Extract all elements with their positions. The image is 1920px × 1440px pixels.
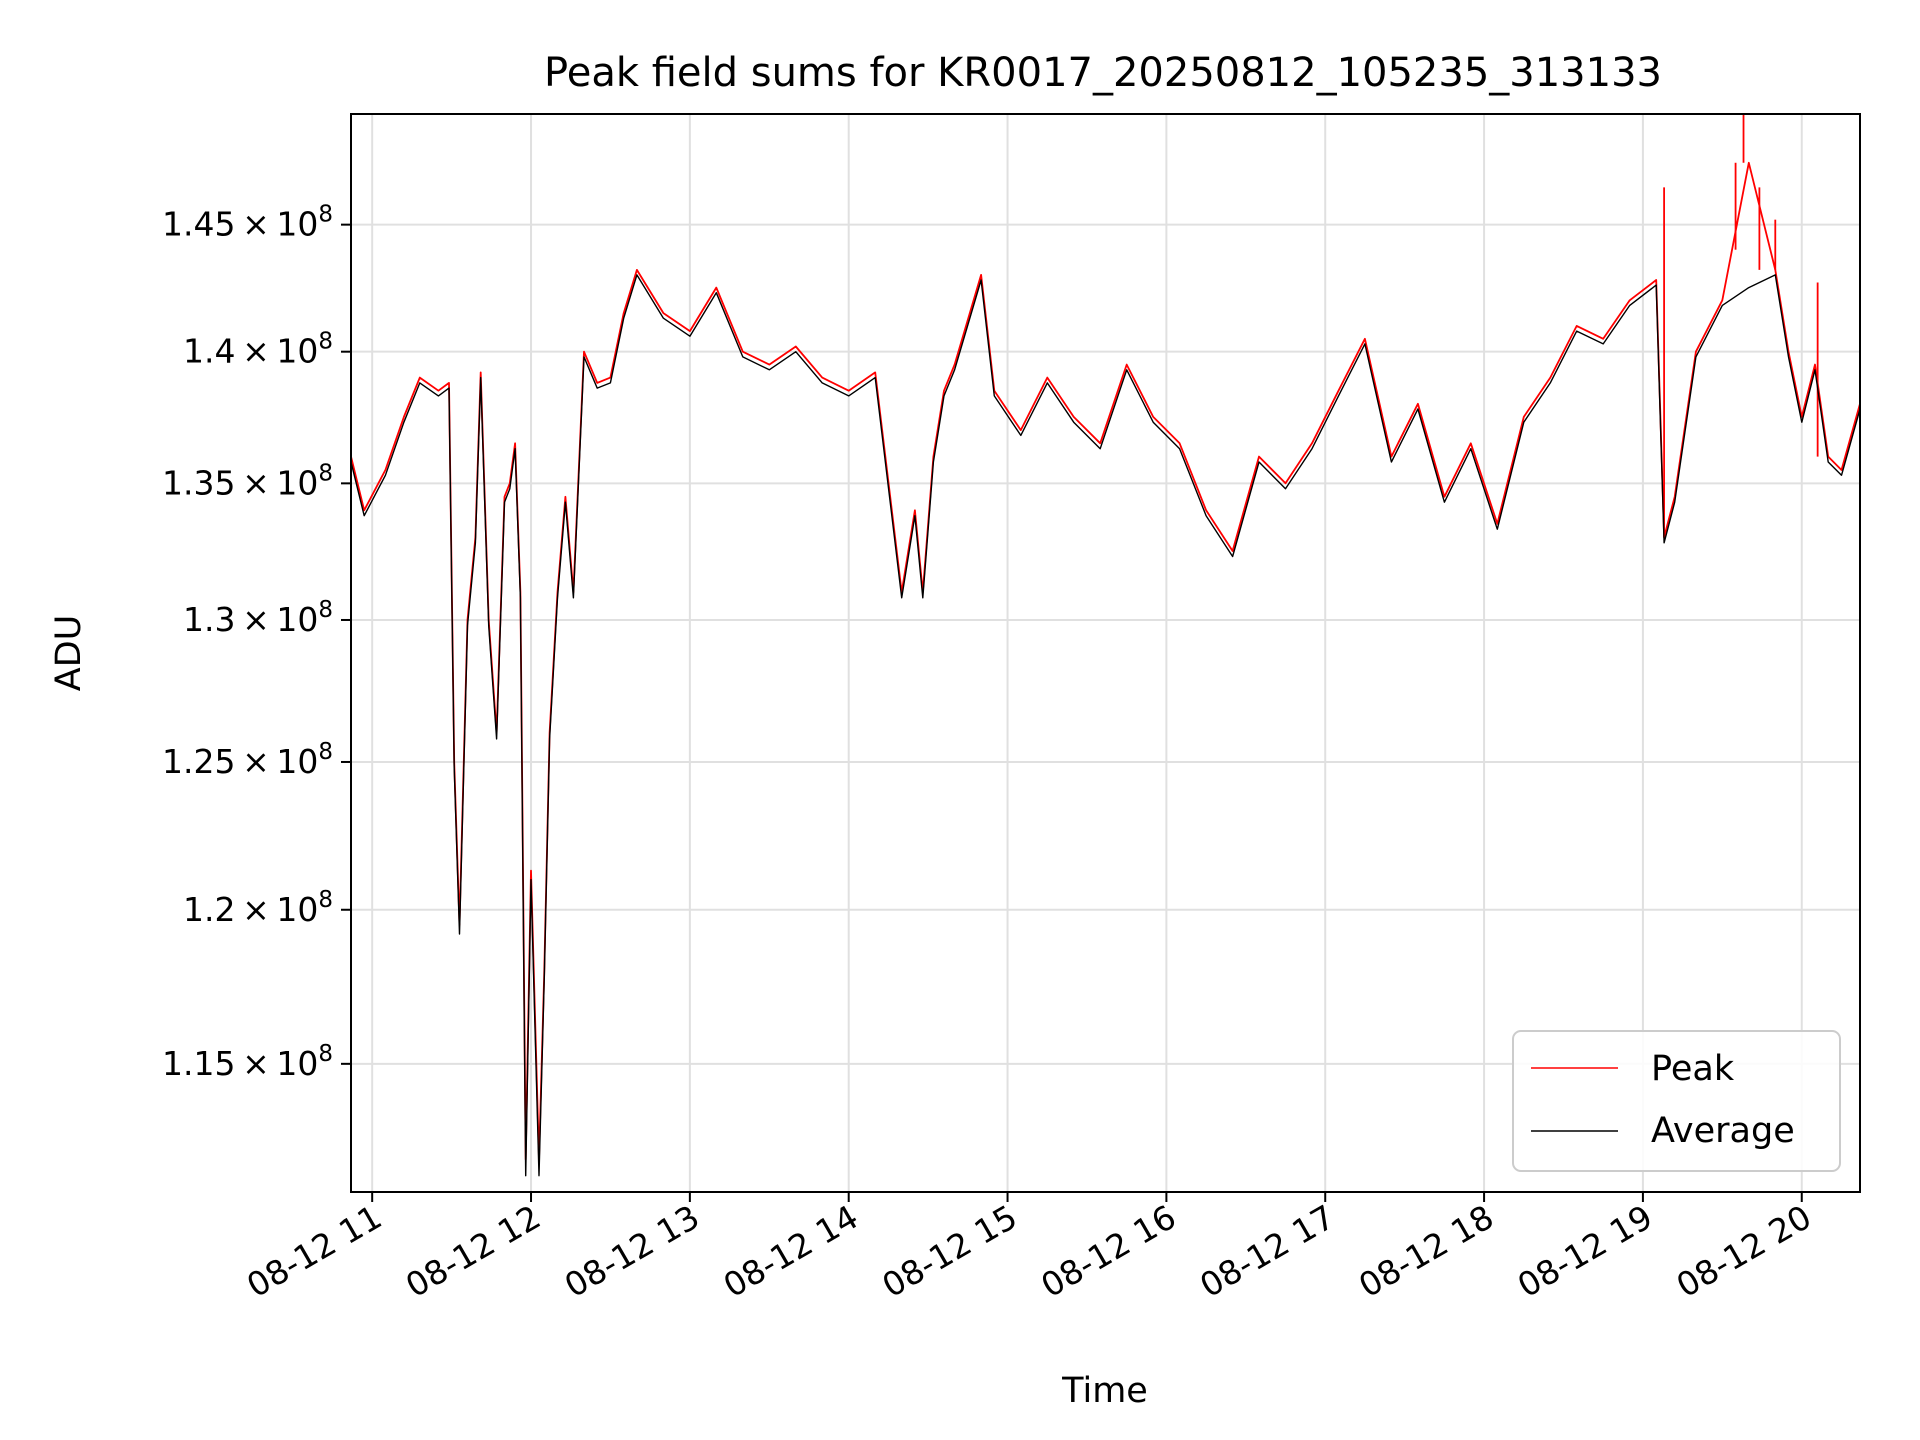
legend-peak-label: Peak [1651,1049,1735,1089]
plot-area [350,113,1861,1193]
y-tick-label: 1.35 × 108 [162,460,333,502]
y-tick-label: 1.25 × 108 [162,739,333,781]
plot-frame [350,113,1861,1193]
grid-lines [351,114,1860,1192]
y-tick-label: 1.4 × 108 [183,329,333,371]
y-tick-label: 1.2 × 108 [183,887,333,929]
y-tick-label: 1.15 × 108 [162,1041,333,1083]
y-axis-label: ADU [49,615,89,692]
series-layer [350,114,1861,1177]
legend-average-label: Average [1651,1111,1795,1151]
y-axis-ticks: 1.15 × 108 1.2 × 108 1.25 × 108 1.3 × 108 1.… [162,202,351,1083]
chart-title: Peak field sums for KR0017_20250812_1052… [544,50,1662,96]
legend: Peak Average [1512,1030,1841,1172]
legend-box [1512,1030,1841,1172]
x-axis-label: Time [1061,1371,1148,1411]
y-tick-label: 1.3 × 108 [183,597,333,639]
y-tick-label: 1.45 × 108 [162,202,333,244]
series-average-line [350,274,1861,1177]
